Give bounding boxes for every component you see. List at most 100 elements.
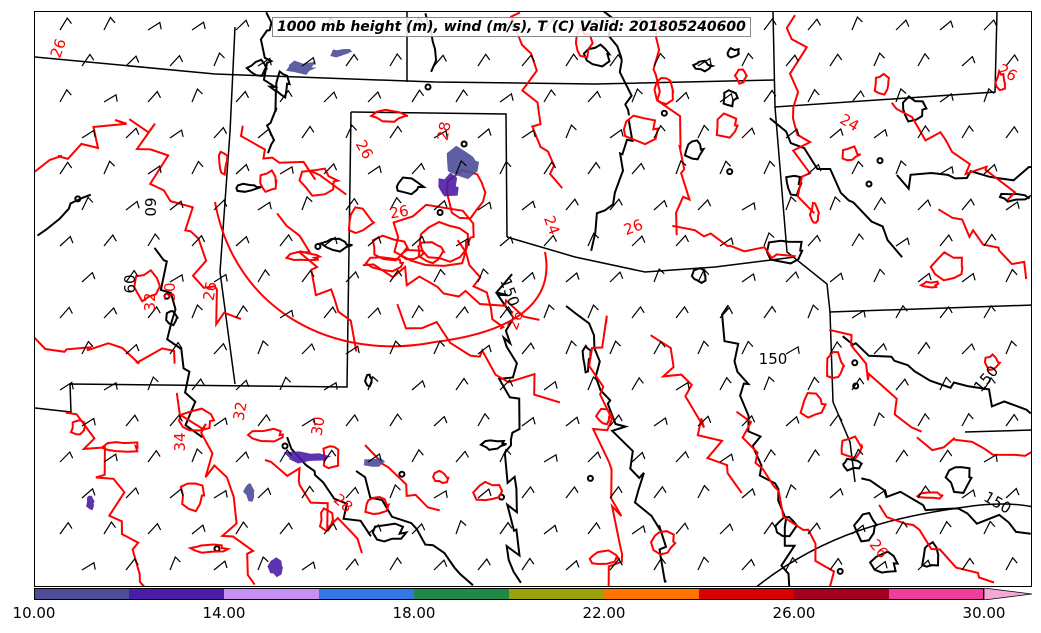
temperature-contour-ring [715, 112, 740, 139]
temperature-shading-patch [438, 172, 459, 197]
wind-barb [895, 304, 908, 319]
wind-barb [1005, 201, 1020, 211]
wind-barb [587, 90, 602, 103]
wind-barb [235, 379, 250, 391]
wind-barb [565, 340, 577, 355]
wind-barb [631, 525, 646, 535]
wind-barb [719, 453, 734, 463]
wind-barb [895, 87, 907, 103]
wind-barb [543, 524, 558, 535]
wind-barb [147, 522, 162, 535]
wind-barb [147, 305, 161, 319]
wind-barb [939, 20, 954, 31]
wind-barb [763, 160, 776, 175]
calm-wind-circle [865, 180, 873, 188]
wind-barb [895, 520, 908, 535]
temperature-contour-line [35, 336, 176, 365]
wind-barb [587, 161, 601, 175]
calm-wind-circle [213, 545, 221, 553]
calm-wind-circle [398, 470, 406, 478]
temperature-contour-line [890, 102, 1017, 201]
wind-barb [499, 305, 513, 319]
temperature-contour-ring [217, 150, 229, 177]
wind-barb [191, 21, 206, 31]
height-contour-ring [726, 46, 741, 59]
height-contour-ring [785, 174, 803, 197]
height-contour-line [590, 119, 634, 252]
wind-barb [59, 17, 72, 31]
height-contour-ring [683, 139, 706, 161]
wind-barb [917, 272, 932, 283]
wind-barb [829, 413, 843, 427]
temperature-contour-ring [799, 391, 828, 419]
colorbar-segment [319, 588, 414, 600]
wind-barb [279, 309, 294, 319]
calm-wind-circle [436, 209, 444, 216]
wind-barb [125, 200, 140, 211]
wind-barb [367, 165, 382, 175]
map-panel: 26 28 26 26 24 26 24 26 26 32 34 30 28 26 32 30 26 60 60 15… [34, 11, 1032, 587]
height-contour-ring [901, 95, 928, 123]
calm-wind-circle [586, 474, 594, 482]
colorbar-segment [129, 588, 224, 600]
wind-barb [609, 414, 623, 427]
wind-barb [895, 237, 910, 247]
temperature-contour-ring [364, 495, 391, 516]
wind-barb [609, 485, 623, 499]
wind-barb [213, 126, 228, 139]
temperature-contour-label: 26 [388, 202, 410, 223]
wind-barb [873, 268, 886, 283]
wind-barb [59, 306, 73, 319]
wind-barb [213, 560, 228, 571]
temperature-contour-ring [653, 76, 675, 106]
wind-barb [785, 556, 798, 571]
colorbar-tick-label: 10.00 [12, 604, 56, 622]
wind-barb [345, 486, 360, 499]
wind-barb [917, 124, 930, 139]
wind-barb [389, 196, 402, 211]
wind-barb [917, 199, 932, 211]
wind-barb [411, 522, 426, 535]
wind-barb [367, 91, 382, 103]
wind-barb [169, 414, 183, 427]
wind-barb [345, 270, 360, 283]
wind-barb [389, 413, 403, 427]
temperature-contour-ring [347, 206, 376, 235]
wind-barb [301, 195, 313, 211]
wind-barb [191, 234, 206, 247]
wind-barb [829, 487, 844, 499]
wind-barb [455, 519, 467, 535]
wind-barb [301, 485, 315, 499]
wind-barb [191, 524, 206, 535]
wind-barb [125, 127, 140, 139]
wind-barb [213, 199, 228, 211]
wind-barb [345, 345, 360, 355]
wind-barb [763, 89, 777, 103]
wind-barb [939, 449, 953, 463]
wind-barb [587, 304, 599, 319]
temperature-contour-label: 24 [540, 213, 563, 237]
wind-barb [763, 521, 777, 535]
height-contour-line [861, 477, 1031, 535]
wind-barb [697, 268, 710, 283]
temperature-contour-ring [99, 441, 139, 453]
wind-barb [873, 560, 888, 571]
wind-barb [719, 523, 734, 535]
wind-barb [323, 306, 337, 319]
temperature-contour-ring [246, 427, 284, 443]
wind-barb [367, 453, 382, 463]
wind-barb [521, 416, 536, 427]
temperature-contour-label: 28 [434, 120, 455, 142]
wind-barb [499, 160, 512, 175]
wind-barb [411, 162, 426, 175]
wind-barb [565, 124, 577, 139]
height-contour-label: 60 [141, 197, 159, 216]
temperature-contour-ring [392, 203, 475, 267]
wind-barb [389, 556, 402, 571]
wind-barb [829, 195, 841, 211]
temperature-contour-ring [133, 268, 161, 303]
wind-barb [323, 91, 338, 103]
wind-barb [873, 342, 888, 355]
temperature-contour-ring [369, 108, 409, 123]
temperature-contour-label: 26 [47, 36, 70, 60]
